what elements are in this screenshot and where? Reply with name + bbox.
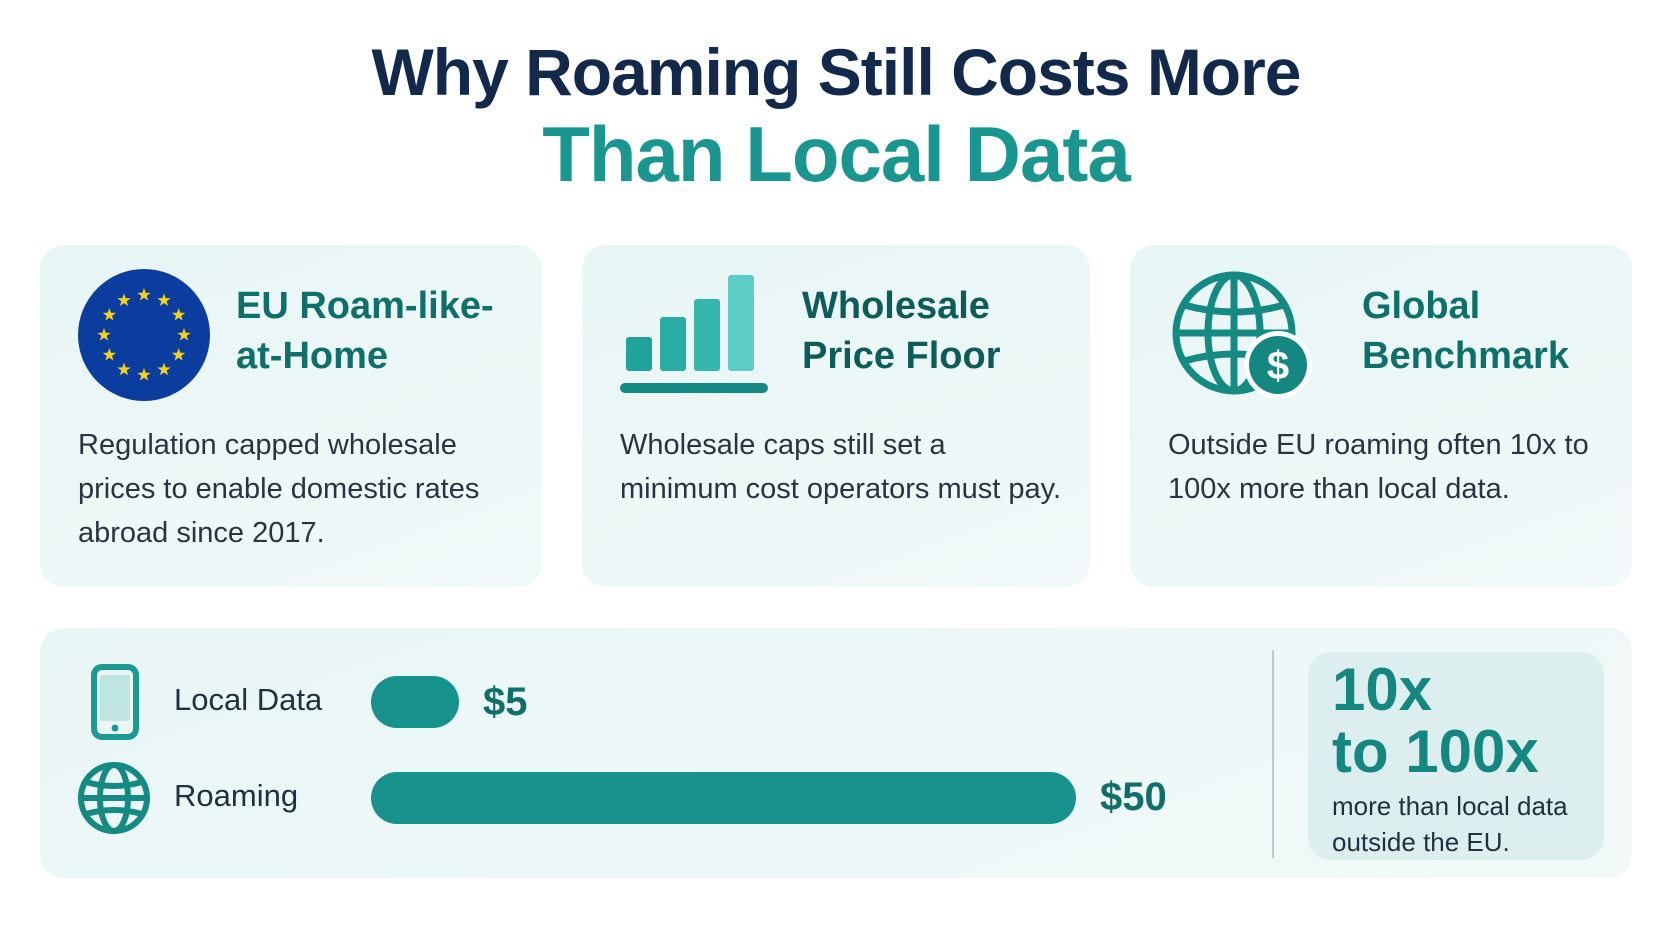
card-title: EU Roam-like- at-Home	[236, 285, 494, 377]
local-data-bar	[371, 676, 459, 728]
card-title: Wholesale Price Floor	[802, 285, 1001, 377]
eu-flag-icon	[78, 269, 210, 401]
globe-icon	[78, 762, 150, 834]
callout-subtext: more than local data outside the EU.	[1332, 791, 1568, 857]
cost-comparison-panel: Local Data $5 Roaming $50 10x to 100x mo…	[40, 628, 1632, 878]
card-wholesale-price-floor: Wholesale Price Floor Wholesale caps sti…	[582, 245, 1090, 587]
card-body: Outside EU roaming often 10x to 100x mor…	[1168, 429, 1589, 505]
eu-star	[137, 288, 151, 301]
multiplier-callout: 10x to 100x more than local data outside…	[1308, 652, 1604, 860]
bar-chart-icon	[620, 275, 768, 393]
card-title: Global Benchmark	[1362, 285, 1569, 377]
roaming-label: Roaming	[174, 778, 299, 813]
card-body: Regulation capped wholesale prices to en…	[78, 429, 480, 549]
eu-star	[102, 308, 117, 321]
eu-star	[137, 368, 151, 381]
eu-star	[117, 293, 131, 307]
callout-line-2: to 100x	[1332, 718, 1539, 785]
eu-star	[157, 362, 171, 376]
roaming-value: $50	[1100, 775, 1167, 819]
panel-divider	[1272, 650, 1274, 858]
card-eu-roam-like-at-home: EU Roam-like- at-Home Regulation capped …	[40, 245, 542, 587]
local-data-value: $5	[483, 680, 528, 724]
eu-star	[171, 348, 186, 361]
page-title-line-2: Than Local Data	[542, 110, 1130, 198]
globe-dollar-icon: $	[1172, 271, 1312, 399]
eu-star	[177, 328, 191, 341]
svg-text:$: $	[1267, 344, 1289, 388]
local-data-label: Local Data	[174, 682, 323, 717]
eu-star	[157, 293, 171, 307]
eu-star	[102, 348, 117, 361]
eu-star	[97, 328, 111, 341]
card-global-benchmark: $ Global Benchmark Outside EU roaming of…	[1130, 245, 1632, 587]
phone-icon	[91, 664, 139, 740]
card-body: Wholesale caps still set a minimum cost …	[620, 429, 1062, 505]
eu-star	[117, 362, 131, 376]
roaming-bar	[371, 772, 1076, 824]
page-title-line-1: Why Roaming Still Costs More	[371, 35, 1301, 109]
callout-line-1: 10x	[1332, 656, 1433, 723]
eu-star	[171, 308, 186, 321]
